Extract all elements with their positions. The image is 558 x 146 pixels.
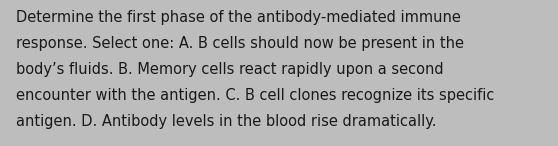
Text: response. Select one: A. B cells should now be present in the: response. Select one: A. B cells should … [16,36,464,51]
Text: antigen. D. Antibody levels in the blood rise dramatically.: antigen. D. Antibody levels in the blood… [16,114,436,129]
Text: encounter with the antigen. C. B cell clones recognize its specific: encounter with the antigen. C. B cell cl… [16,88,494,103]
Text: body’s fluids. B. Memory cells react rapidly upon a second: body’s fluids. B. Memory cells react rap… [16,62,443,77]
Text: Determine the first phase of the antibody-mediated immune: Determine the first phase of the antibod… [16,10,460,25]
